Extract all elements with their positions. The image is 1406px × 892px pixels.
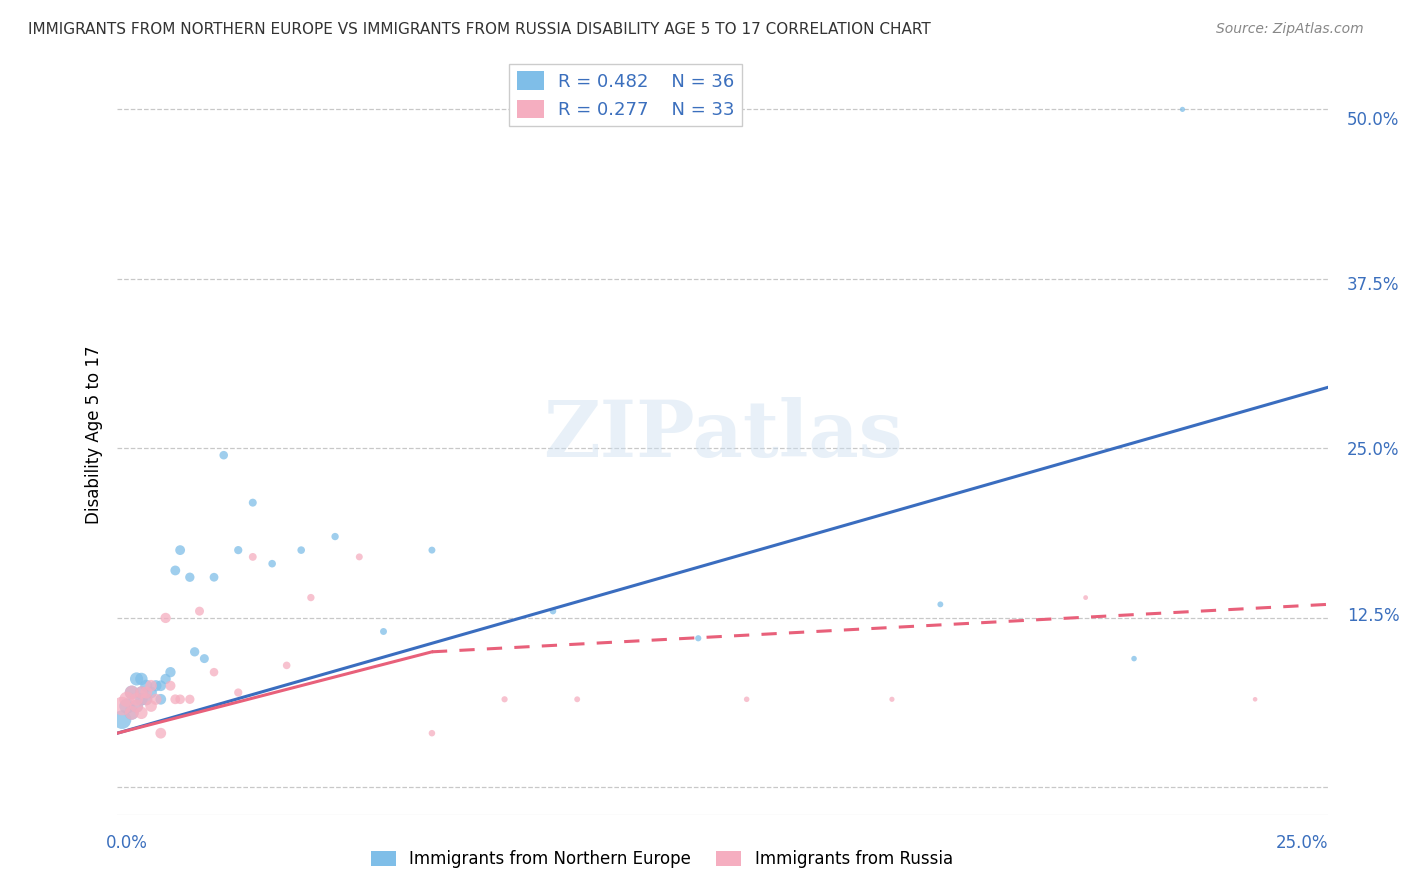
Point: [262, 557, 284, 571]
Point: [149, 726, 172, 740]
Point: [169, 692, 191, 706]
Point: [226, 685, 249, 699]
Point: [188, 604, 211, 618]
Point: [139, 699, 162, 714]
Point: [131, 685, 153, 699]
Point: [202, 570, 225, 584]
Point: [115, 692, 138, 706]
Text: 0.0%: 0.0%: [105, 834, 148, 852]
Point: [135, 692, 157, 706]
Point: [149, 692, 172, 706]
Point: [121, 706, 143, 720]
Point: [880, 692, 903, 706]
Point: [179, 570, 201, 584]
Point: [121, 706, 143, 720]
Text: 25.0%: 25.0%: [1347, 442, 1399, 459]
Point: [202, 665, 225, 680]
Point: [135, 685, 157, 699]
Point: [159, 665, 181, 680]
Point: [125, 699, 148, 714]
Point: [111, 699, 134, 714]
Text: ZIPatlas: ZIPatlas: [543, 397, 903, 473]
Text: 12.5%: 12.5%: [1347, 607, 1399, 624]
Point: [115, 699, 138, 714]
Point: [121, 685, 143, 699]
Point: [135, 679, 157, 693]
Point: [183, 645, 205, 659]
Point: [179, 692, 201, 706]
Point: [165, 692, 187, 706]
Point: [193, 651, 215, 665]
Legend: R = 0.482    N = 36, R = 0.277    N = 33: R = 0.482 N = 36, R = 0.277 N = 33: [509, 64, 742, 127]
Point: [420, 543, 443, 558]
Point: [242, 549, 264, 564]
Y-axis label: Disability Age 5 to 17: Disability Age 5 to 17: [86, 345, 103, 524]
Point: [1171, 103, 1194, 117]
Point: [145, 692, 167, 706]
Point: [125, 672, 148, 686]
Point: [131, 685, 153, 699]
Point: [149, 679, 172, 693]
Text: IMMIGRANTS FROM NORTHERN EUROPE VS IMMIGRANTS FROM RUSSIA DISABILITY AGE 5 TO 17: IMMIGRANTS FROM NORTHERN EUROPE VS IMMIG…: [28, 22, 931, 37]
Point: [159, 679, 181, 693]
Point: [1123, 651, 1146, 665]
Point: [494, 692, 516, 706]
Point: [299, 591, 322, 605]
Point: [323, 530, 346, 544]
Point: [1074, 591, 1097, 605]
Text: 25.0%: 25.0%: [1277, 834, 1329, 852]
Point: [139, 679, 162, 693]
Point: [567, 692, 589, 706]
Point: [541, 604, 564, 618]
Point: [131, 672, 153, 686]
Point: [111, 713, 134, 727]
Point: [145, 679, 167, 693]
Point: [420, 726, 443, 740]
Point: [349, 549, 371, 564]
Point: [135, 692, 157, 706]
Point: [735, 692, 758, 706]
Point: [688, 632, 710, 646]
Point: [929, 598, 952, 612]
Point: [125, 692, 148, 706]
Point: [125, 699, 148, 714]
Point: [212, 448, 235, 462]
Point: [121, 685, 143, 699]
Point: [1244, 692, 1267, 706]
Point: [169, 543, 191, 558]
Point: [155, 672, 177, 686]
Point: [276, 658, 298, 673]
Point: [226, 543, 249, 558]
Text: 37.5%: 37.5%: [1347, 276, 1399, 294]
Text: Source: ZipAtlas.com: Source: ZipAtlas.com: [1216, 22, 1364, 37]
Point: [131, 692, 153, 706]
Point: [290, 543, 312, 558]
Point: [373, 624, 395, 639]
Point: [155, 611, 177, 625]
Point: [131, 706, 153, 720]
Point: [242, 496, 264, 510]
Point: [165, 564, 187, 578]
Text: 50.0%: 50.0%: [1347, 111, 1399, 128]
Point: [139, 685, 162, 699]
